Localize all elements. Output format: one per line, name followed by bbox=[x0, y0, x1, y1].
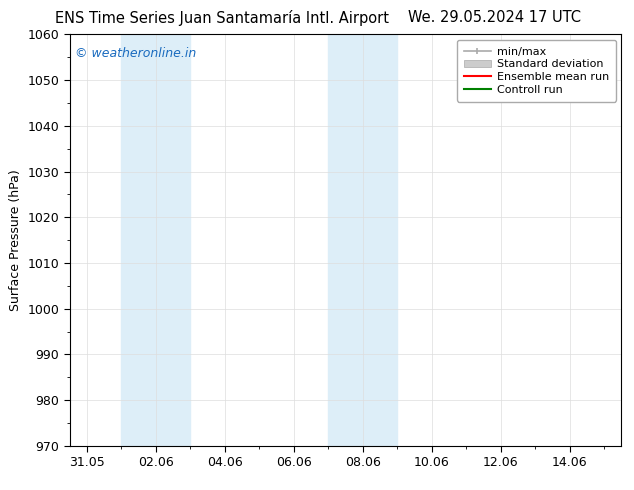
Bar bbox=[328, 34, 398, 446]
Text: © weatheronline.in: © weatheronline.in bbox=[75, 47, 197, 60]
Text: ENS Time Series Juan Santamaría Intl. Airport: ENS Time Series Juan Santamaría Intl. Ai… bbox=[55, 10, 389, 26]
Y-axis label: Surface Pressure (hPa): Surface Pressure (hPa) bbox=[9, 169, 22, 311]
Text: We. 29.05.2024 17 UTC: We. 29.05.2024 17 UTC bbox=[408, 10, 581, 25]
Legend: min/max, Standard deviation, Ensemble mean run, Controll run: min/max, Standard deviation, Ensemble me… bbox=[457, 40, 616, 101]
Bar bbox=[122, 34, 190, 446]
